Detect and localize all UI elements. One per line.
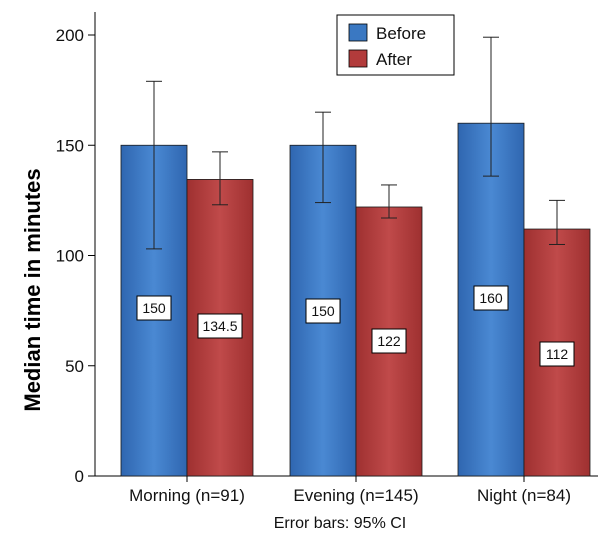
data-label: 134.5 <box>202 318 237 334</box>
data-label-box <box>371 328 407 354</box>
y-tick-label: 100 <box>56 247 84 266</box>
x-tick-label: Morning (n=91) <box>129 486 245 505</box>
data-label: 122 <box>377 333 401 349</box>
footnote: Error bars: 95% CI <box>274 515 406 532</box>
x-tick-label: Evening (n=145) <box>293 486 418 505</box>
bars <box>120 122 591 477</box>
data-label-box <box>539 341 575 367</box>
y-axis-label: Median time in minutes <box>20 168 45 411</box>
data-label-box <box>305 298 341 324</box>
error-bars <box>146 36 565 250</box>
data-label: 160 <box>479 290 503 306</box>
data-label-box <box>473 285 509 311</box>
y-tick-label: 0 <box>75 467 84 486</box>
y-tick-label: 50 <box>65 357 84 376</box>
y-tick-label: 200 <box>56 26 84 45</box>
x-tick-labels: Morning (n=91) Evening (n=145) Night (n=84… <box>129 476 571 505</box>
data-labels: 150 134.5 150 122 160 112 <box>136 285 575 367</box>
legend-label-before: Before <box>376 24 426 43</box>
y-tick-label: 150 <box>56 136 84 155</box>
data-label: 150 <box>142 300 166 316</box>
legend-label-after: After <box>376 50 412 69</box>
legend-swatch-before <box>348 23 368 42</box>
legend: Before After <box>336 14 455 76</box>
data-label-box <box>197 313 243 339</box>
data-label-box <box>136 295 172 321</box>
legend-swatch-after <box>348 49 368 68</box>
data-label: 112 <box>546 346 569 362</box>
data-label: 150 <box>311 303 335 319</box>
x-tick-label: Night (n=84) <box>477 486 571 505</box>
